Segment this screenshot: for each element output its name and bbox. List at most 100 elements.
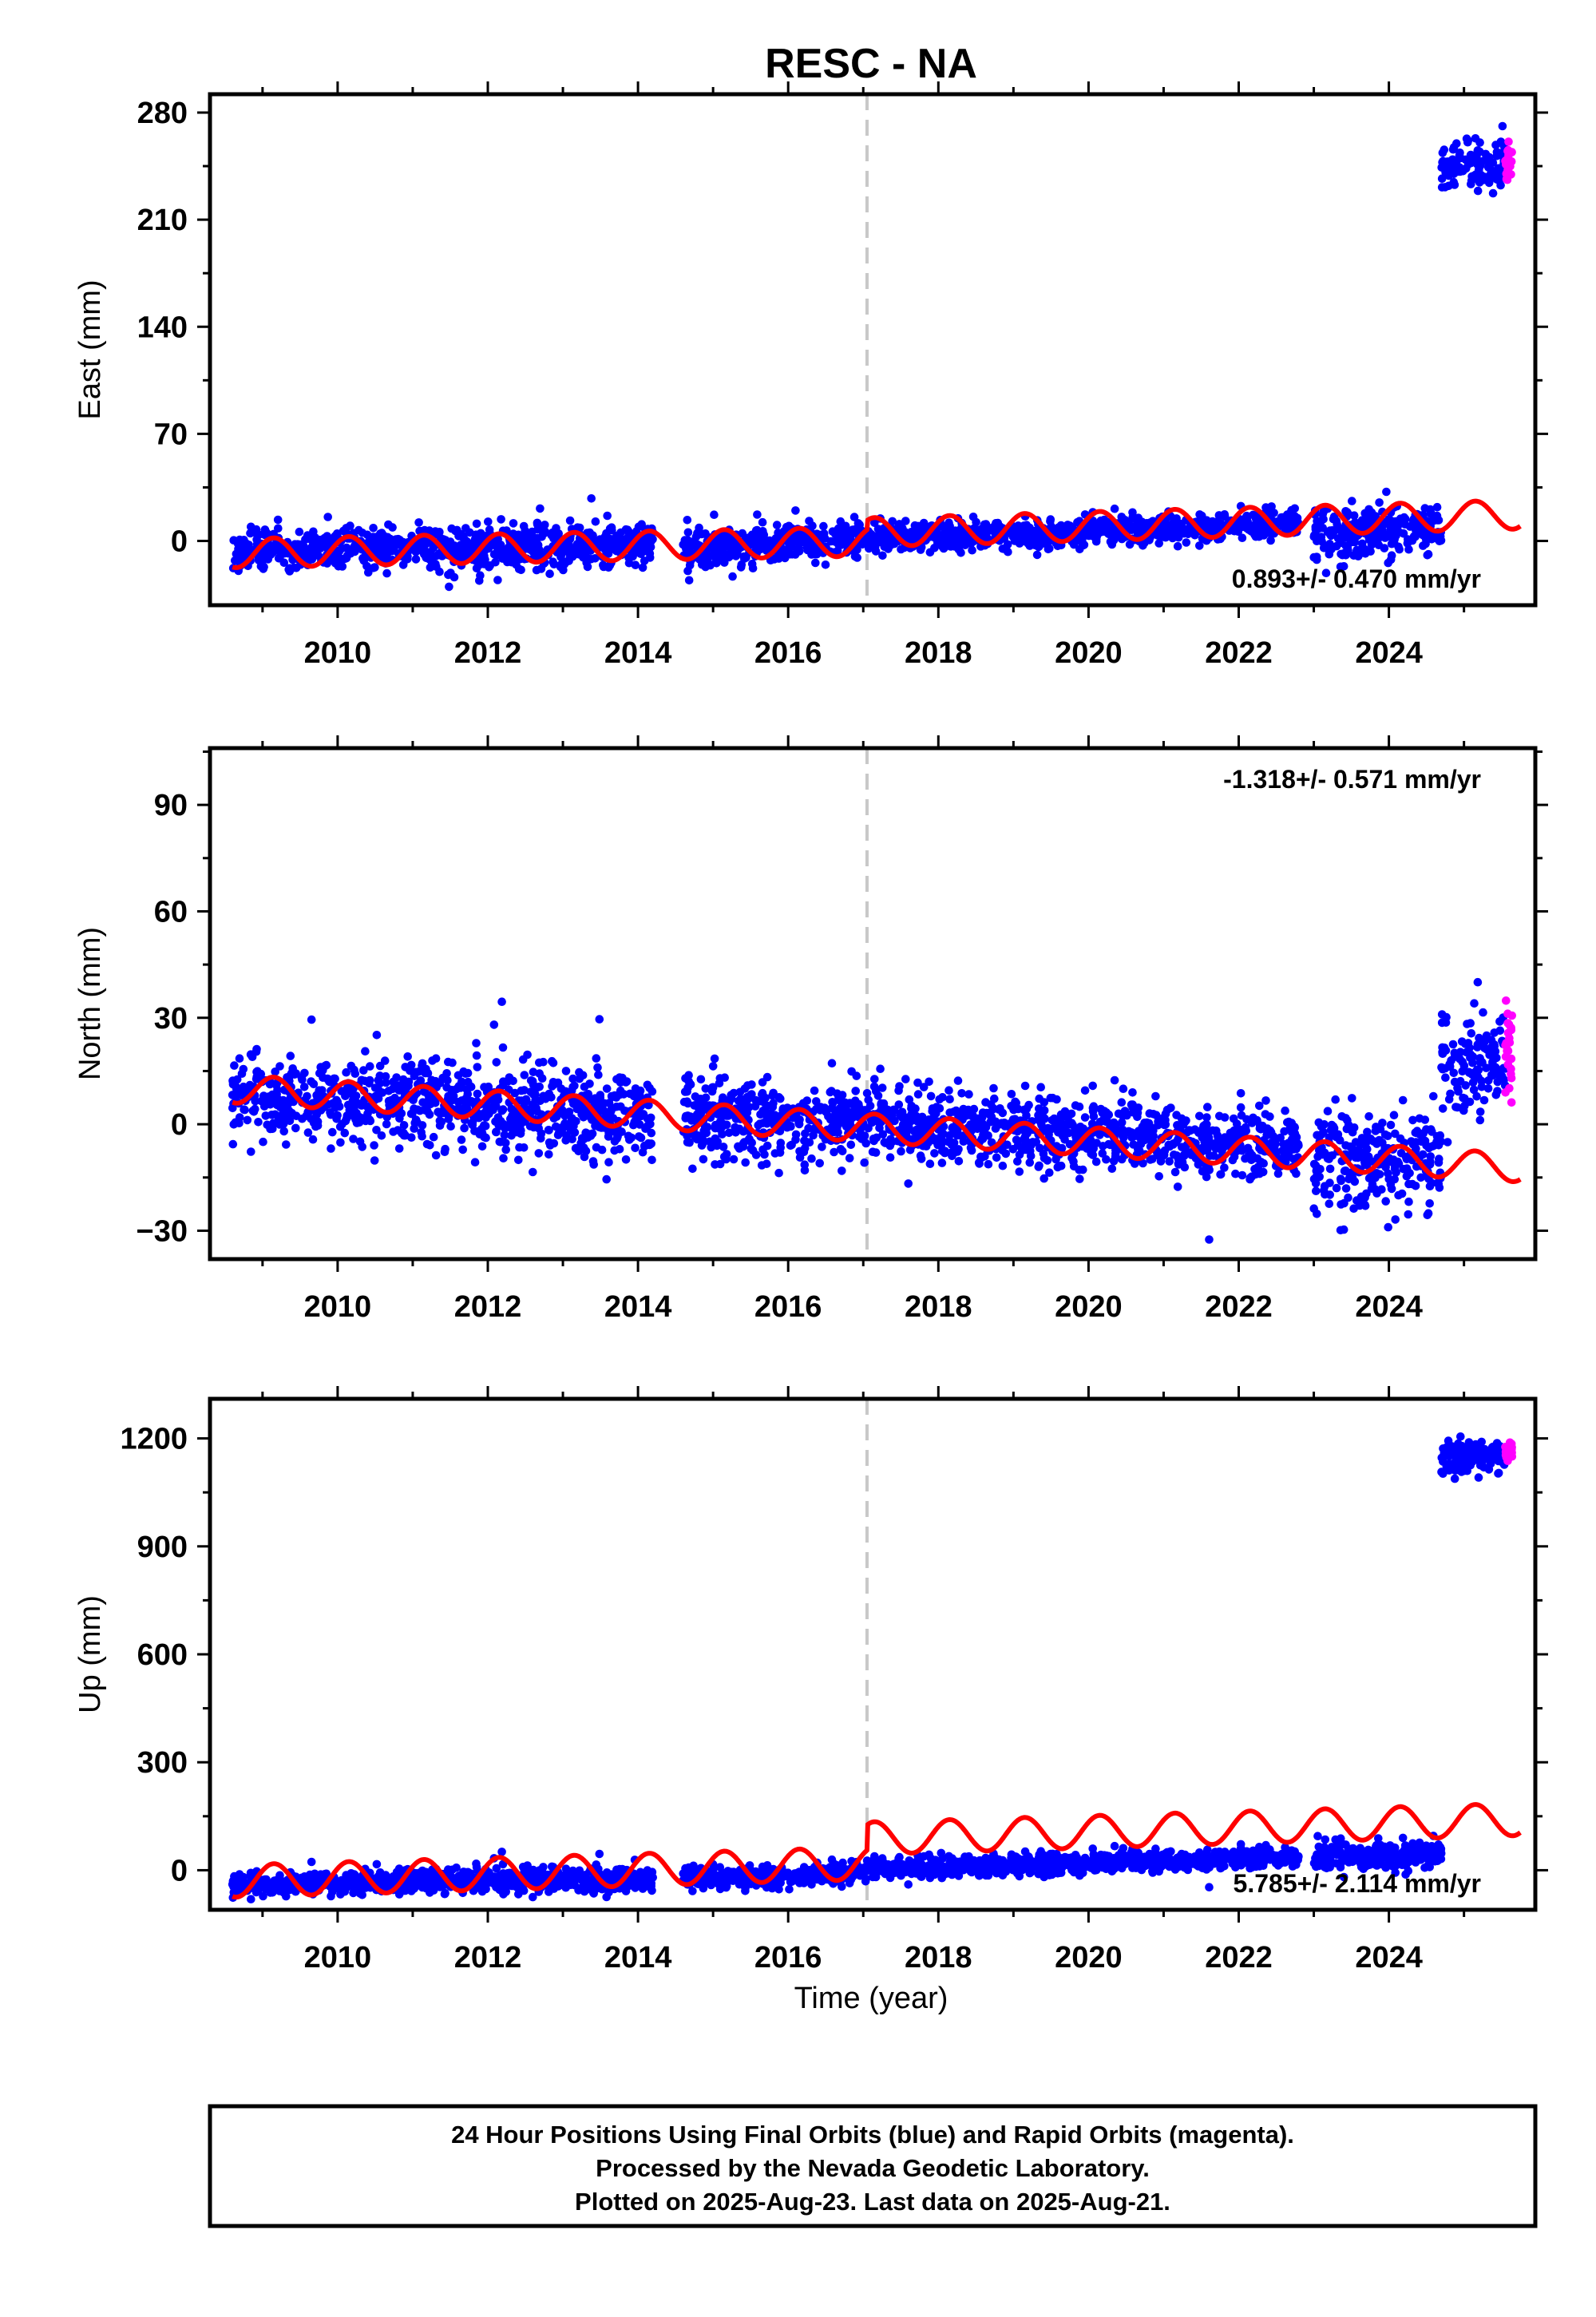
final-orbit-point: [565, 516, 575, 525]
final-orbit-point: [1312, 553, 1321, 561]
final-orbit-point: [1416, 1173, 1425, 1182]
final-orbit-point: [1312, 1186, 1321, 1195]
final-orbit-point: [338, 1119, 347, 1129]
final-orbit-point: [1412, 1128, 1421, 1138]
final-orbit-point: [878, 551, 887, 560]
final-orbit-point: [500, 550, 509, 559]
final-orbit-point: [1473, 977, 1483, 987]
final-orbit-point: [350, 1069, 360, 1078]
final-orbit-point: [445, 582, 453, 592]
final-orbit-point: [372, 1126, 381, 1135]
final-orbit-point: [1333, 534, 1343, 543]
final-orbit-point: [683, 1083, 692, 1092]
final-orbit-point: [1434, 1141, 1444, 1150]
final-orbit-point: [1170, 1151, 1178, 1159]
final-orbit-point: [297, 1073, 307, 1082]
final-orbit-point: [534, 1149, 544, 1158]
final-orbit-point: [800, 1166, 810, 1175]
final-orbit-point: [837, 1112, 846, 1122]
model-curve: [232, 498, 1522, 571]
final-orbit-point: [1437, 183, 1447, 192]
final-orbit-point: [734, 1142, 743, 1151]
final-orbit-point: [688, 1164, 697, 1174]
final-orbit-point: [320, 537, 330, 545]
final-orbit-point: [981, 1098, 990, 1107]
final-orbit-point: [969, 1104, 979, 1114]
final-orbit-point: [1080, 1113, 1090, 1122]
final-orbit-point: [591, 1121, 600, 1131]
final-orbit-point: [367, 537, 377, 546]
final-orbit-point: [1390, 1174, 1399, 1184]
final-orbit-point: [247, 1147, 255, 1156]
final-orbit-point: [444, 570, 453, 580]
final-orbit-point: [1448, 159, 1458, 168]
final-orbit-point: [1205, 1235, 1214, 1244]
final-orbit-point: [808, 521, 817, 530]
final-orbit-point: [511, 556, 520, 565]
final-orbit-point: [1261, 1096, 1270, 1105]
final-orbit-point: [568, 552, 577, 561]
final-orbit-point: [682, 549, 691, 559]
final-orbit-point: [787, 1140, 796, 1150]
final-orbit-point: [1238, 533, 1247, 542]
final-orbit-point: [1088, 518, 1097, 527]
final-orbit-point: [593, 1063, 602, 1072]
final-orbit-point: [602, 1084, 612, 1093]
final-orbit-point: [870, 1075, 879, 1083]
final-orbit-point: [801, 1129, 810, 1139]
final-orbit-point: [403, 552, 412, 561]
final-orbit-point: [1313, 1131, 1321, 1140]
final-orbit-point: [709, 545, 718, 554]
final-orbit-point: [1075, 545, 1084, 554]
final-orbit-point: [959, 1104, 968, 1114]
final-orbit-point: [235, 1113, 244, 1122]
final-orbit-point: [529, 1167, 537, 1177]
final-orbit-point: [537, 1134, 545, 1143]
final-orbit-point: [1195, 1111, 1204, 1121]
final-orbit-point: [243, 1115, 252, 1125]
final-orbit-point: [645, 1083, 654, 1093]
final-orbit-point: [1040, 1174, 1048, 1183]
final-orbit-point: [533, 1107, 541, 1116]
final-orbit-point: [386, 1099, 394, 1107]
final-orbit-point: [1443, 1138, 1452, 1147]
final-orbit-point: [1325, 1199, 1334, 1208]
final-orbit-point: [440, 537, 449, 547]
final-orbit-point: [1367, 508, 1376, 517]
final-orbit-point: [1250, 1164, 1259, 1174]
final-orbit-point: [283, 1073, 291, 1082]
final-orbit-point: [766, 1109, 775, 1119]
final-orbit-point: [1341, 1166, 1350, 1175]
final-orbit-point: [370, 545, 379, 553]
final-orbit-point: [331, 1074, 339, 1083]
final-orbit-point: [587, 494, 596, 503]
final-orbit-point: [1036, 1143, 1044, 1153]
final-orbit-point: [621, 1155, 631, 1164]
final-orbit-point: [898, 1113, 907, 1123]
final-orbit-point: [753, 510, 762, 519]
final-orbit-point: [1313, 1171, 1321, 1180]
chart-title: RESC - NA: [765, 41, 977, 87]
final-orbit-point: [624, 553, 633, 562]
final-orbit-point: [945, 1095, 954, 1103]
final-orbit-point: [328, 1127, 337, 1137]
final-orbit-point: [1317, 533, 1326, 541]
final-orbit-point: [888, 517, 897, 526]
final-orbit-point: [336, 1138, 345, 1147]
final-orbit-point: [683, 516, 692, 525]
final-orbit-point: [417, 1128, 426, 1137]
final-orbit-point: [937, 538, 947, 547]
final-orbit-point: [1030, 541, 1040, 550]
final-orbit-point: [925, 1159, 935, 1168]
final-orbit-point: [484, 517, 493, 526]
final-orbit-point: [928, 1107, 937, 1116]
final-orbit-point: [1284, 1117, 1293, 1127]
final-orbit-point: [631, 1143, 640, 1153]
final-orbit-point: [366, 1062, 374, 1071]
final-orbit-point: [724, 1128, 734, 1138]
final-orbit-point: [848, 529, 857, 538]
final-orbit-point: [473, 1089, 482, 1099]
final-orbit-point: [1278, 1147, 1288, 1155]
final-orbit-point: [228, 1139, 238, 1149]
final-orbit-point: [776, 1139, 786, 1147]
